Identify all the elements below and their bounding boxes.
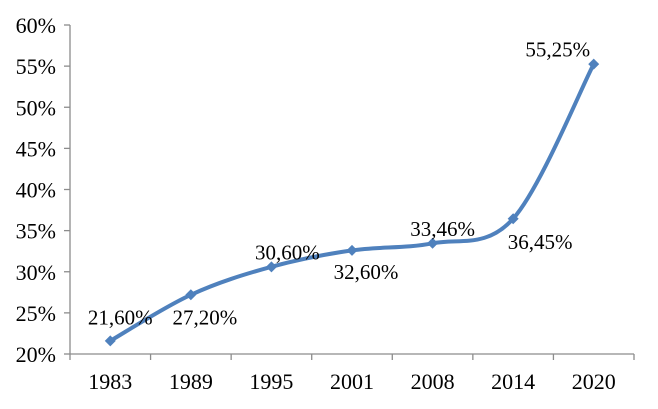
y-tick-label: 20% bbox=[16, 342, 56, 367]
data-label: 30,60% bbox=[255, 240, 320, 264]
x-category-label: 1995 bbox=[249, 369, 293, 394]
data-point-marker bbox=[185, 289, 197, 301]
data-label: 36,45% bbox=[508, 230, 573, 254]
data-label: 27,20% bbox=[172, 305, 237, 329]
data-label: 32,60% bbox=[334, 260, 399, 284]
y-tick-label: 45% bbox=[16, 136, 56, 161]
data-point-marker bbox=[104, 335, 116, 347]
data-point-marker bbox=[507, 213, 519, 225]
data-point-marker bbox=[265, 261, 277, 273]
x-category-label: 1983 bbox=[88, 369, 132, 394]
y-tick-label: 35% bbox=[16, 219, 56, 244]
series-line bbox=[108, 62, 596, 343]
y-tick-label: 30% bbox=[16, 260, 56, 285]
x-category-label: 2008 bbox=[411, 369, 455, 394]
data-point-marker bbox=[346, 244, 358, 256]
data-point-marker bbox=[427, 237, 439, 249]
x-category-label: 2001 bbox=[330, 369, 374, 394]
y-tick-label: 55% bbox=[16, 54, 56, 79]
y-tick-label: 25% bbox=[16, 301, 56, 326]
data-label: 21,60% bbox=[88, 305, 153, 329]
x-category-label: 2014 bbox=[491, 369, 535, 394]
y-tick-label: 50% bbox=[16, 95, 56, 120]
x-category-label: 2020 bbox=[572, 369, 616, 394]
y-tick-label: 60% bbox=[16, 13, 56, 38]
y-tick-label: 40% bbox=[16, 178, 56, 203]
data-label: 33,46% bbox=[410, 217, 475, 241]
data-label: 55,25% bbox=[525, 38, 590, 62]
x-category-label: 1989 bbox=[169, 369, 213, 394]
data-point-marker bbox=[588, 58, 600, 70]
